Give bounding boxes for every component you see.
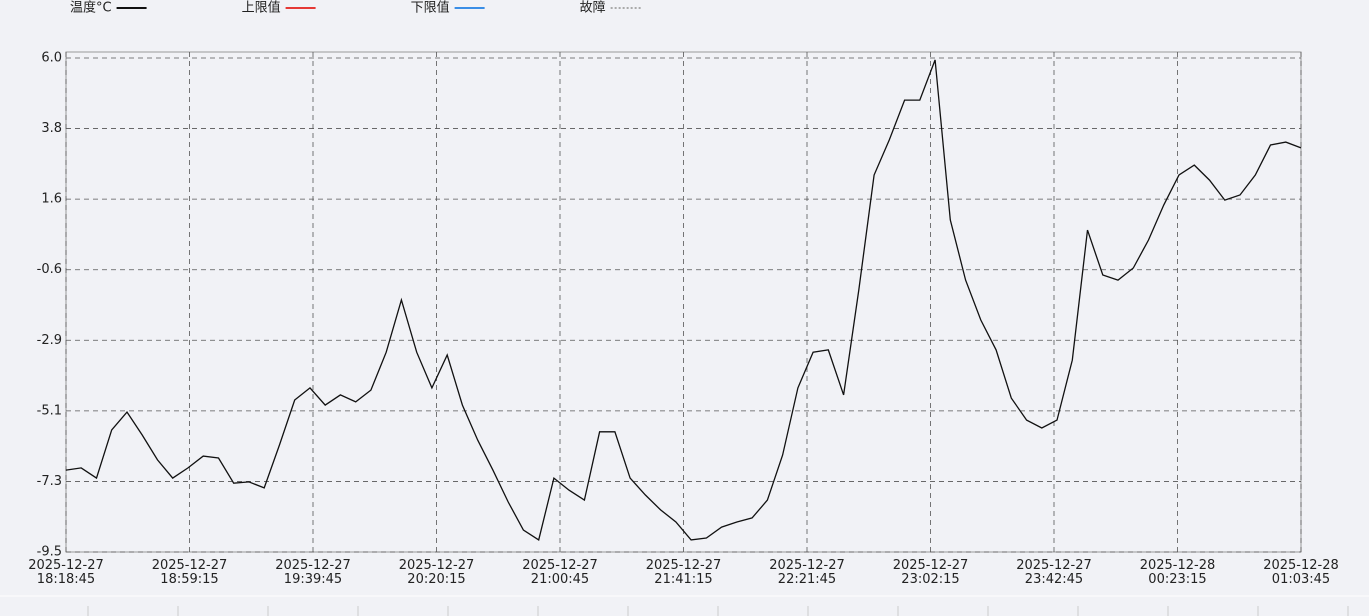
y-tick-label: -2.9 <box>37 333 62 348</box>
y-tick-label: -9.5 <box>37 545 62 560</box>
y-tick-label: 6.0 <box>41 51 62 66</box>
legend-label: 温度°C <box>70 0 112 16</box>
x-tick-label: 2025-12-27 20:20:15 <box>398 558 475 587</box>
x-tick-label: 2025-12-27 19:39:45 <box>275 558 351 587</box>
x-tick-label: 2025-12-28 01:03:45 <box>1263 558 1339 587</box>
y-tick-label: -5.1 <box>37 403 62 418</box>
x-tick-label: 2025-12-27 22:21:45 <box>769 558 845 587</box>
x-tick-label: 2025-12-27 23:42:45 <box>1016 558 1092 587</box>
x-tick-label: 2025-12-27 21:00:45 <box>522 558 598 587</box>
y-tick-label: -0.6 <box>37 262 62 277</box>
legend-label: 故障 <box>580 1 606 16</box>
y-tick-label: 3.8 <box>41 121 62 136</box>
x-tick-label: 2025-12-27 21:41:15 <box>645 558 722 587</box>
y-tick-label: 1.6 <box>41 192 62 207</box>
x-tick-label: 2025-12-27 18:18:45 <box>28 558 104 587</box>
legend-label: 上限值 <box>242 0 281 16</box>
y-tick-label: -7.3 <box>37 474 62 489</box>
series-line <box>65 59 1302 541</box>
x-tick-label: 2025-12-28 00:23:15 <box>1139 558 1216 587</box>
x-tick-label: 2025-12-27 23:02:15 <box>892 558 969 587</box>
legend-label: 下限值 <box>411 0 450 16</box>
x-tick-label: 2025-12-27 18:59:15 <box>151 558 228 587</box>
